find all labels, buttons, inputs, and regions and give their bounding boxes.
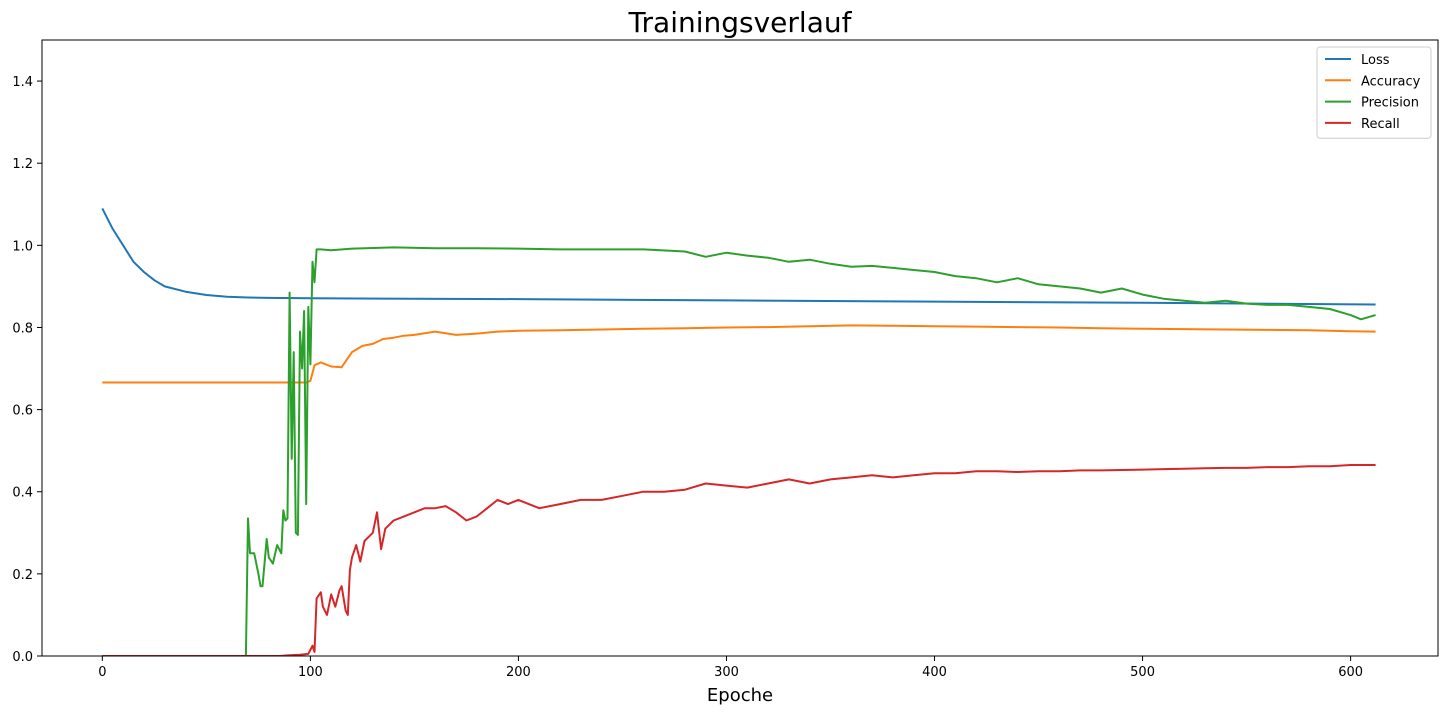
- y-tick-label: 0.6: [12, 404, 33, 419]
- y-tick-label: 1.2: [12, 157, 33, 172]
- series-lines: [101, 207, 1376, 656]
- x-tick-label: 600: [1338, 665, 1363, 680]
- y-tick-label: 0.4: [12, 486, 33, 501]
- legend-label-loss: Loss: [1361, 53, 1390, 68]
- y-tick-label: 0.8: [12, 321, 33, 336]
- x-tick-label: 300: [714, 665, 739, 680]
- series-line-accuracy: [102, 324, 1376, 384]
- series-line-precision: [102, 246, 1376, 656]
- x-axis-label: Epoche: [707, 685, 773, 706]
- legend-label-precision: Precision: [1361, 96, 1419, 111]
- y-tick-label: 0.0: [12, 650, 33, 665]
- legend-label-recall: Recall: [1361, 117, 1400, 132]
- plot-frame: [41, 39, 1439, 657]
- y-tick-label: 1.4: [12, 75, 33, 90]
- x-tick-label: 400: [922, 665, 947, 680]
- x-tick-label: 200: [506, 665, 531, 680]
- y-tick-label: 1.0: [12, 239, 33, 254]
- x-tick-label: 0: [98, 665, 106, 680]
- plot-area: [101, 207, 1376, 656]
- chart-title: Trainingsverlauf: [628, 6, 853, 39]
- legend-label-accuracy: Accuracy: [1361, 74, 1421, 89]
- series-line-loss: [101, 207, 1376, 306]
- axes: 0 100 200 300 400 500 600 0.0 0.2 0.4 0.6 0.8 1.0 1.2…: [12, 39, 1439, 680]
- series-line-recall: [102, 464, 1376, 656]
- legend: Loss Accuracy Precision Recall: [1316, 46, 1432, 139]
- y-tick-label: 0.2: [12, 568, 33, 583]
- x-tick-label: 100: [298, 665, 323, 680]
- x-tick-label: 500: [1130, 665, 1155, 680]
- legend-box: [1316, 46, 1432, 139]
